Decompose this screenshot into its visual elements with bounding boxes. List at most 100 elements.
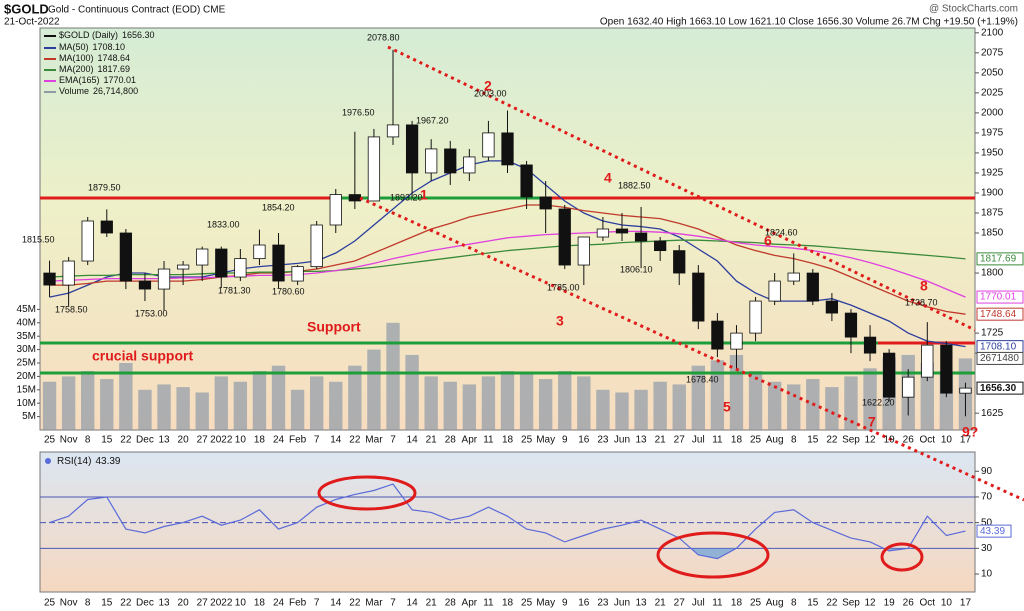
volume-bar	[748, 371, 763, 430]
value-label: 2671480	[980, 353, 1019, 364]
volume-bar	[558, 371, 572, 430]
legend-value: 1656.30	[122, 30, 155, 40]
volume-bar	[157, 384, 171, 430]
x-tick-label: 15	[101, 598, 113, 609]
x-tick-label: 11	[483, 598, 494, 609]
x-tick-label: Feb	[289, 435, 307, 446]
legend-name: MA(50)	[59, 42, 89, 52]
legend-entry: Volume 26,714,800	[59, 86, 138, 96]
x-tick-label: 24	[273, 435, 285, 446]
y-tick-label: 1950	[981, 148, 1004, 159]
x-tick-label: 11	[712, 598, 723, 609]
price-label: 1854.20	[262, 202, 295, 212]
volume-bar	[271, 365, 286, 430]
x-tick-label: 16	[578, 598, 590, 609]
wave-labels: 1 2 3 4 5 6 7 8 9?	[420, 78, 978, 440]
x-tick-label: 25	[750, 435, 762, 446]
volume-bar	[81, 371, 95, 430]
candle-body	[883, 352, 896, 398]
volume-bar	[519, 373, 534, 430]
wave-label: 8	[920, 278, 928, 294]
legend-entry: MA(200) 1817.69	[59, 64, 130, 74]
rsi-tick-label: 70	[981, 492, 993, 503]
x-tick-label: 28	[445, 435, 457, 446]
legend-name: $GOLD (Daily)	[59, 30, 118, 40]
x-tick-label: Nov	[60, 435, 78, 446]
y-tick-label: 1925	[981, 168, 1004, 179]
x-tick-label: 8	[85, 598, 91, 609]
wave-label: 7	[868, 414, 876, 430]
rsi-line	[49, 483, 966, 560]
candle-body	[119, 232, 132, 282]
volume-bar	[367, 349, 381, 430]
candle-body	[558, 208, 571, 266]
volume-bar	[863, 368, 877, 430]
x-tick-label: Dec	[136, 435, 154, 446]
candle-body	[405, 124, 419, 174]
candle-body	[902, 376, 915, 398]
candle-body	[730, 332, 743, 350]
legend-name: EMA(165)	[59, 75, 100, 85]
x-tick-label: 22	[826, 598, 838, 609]
volume-bar	[462, 384, 477, 430]
volume-tick-label: 30M	[17, 344, 36, 355]
x-tick-label: 20	[178, 598, 190, 609]
volume-bar	[500, 371, 515, 430]
volume-bar	[710, 360, 725, 430]
x-tick-label: 25	[44, 435, 56, 446]
x-tick-label: May	[536, 598, 555, 609]
wave-label: 3	[556, 313, 564, 329]
candle-body	[654, 240, 667, 252]
volume-tick-label: 35M	[17, 331, 36, 342]
x-tick-label: 14	[407, 435, 419, 446]
date: 21-Oct-2022	[4, 17, 60, 28]
candle-body	[234, 258, 247, 278]
y-tick-label: 1975	[981, 128, 1004, 139]
volume-tick-label: 15M	[17, 384, 36, 395]
candle-body	[81, 220, 94, 262]
candle-body	[329, 194, 342, 226]
rsi-panel	[39, 451, 976, 593]
volume-bar	[119, 363, 133, 430]
volume-tick-label: 5M	[22, 411, 36, 422]
volume-tick-label: 40M	[17, 317, 36, 328]
candle-body	[768, 280, 781, 302]
x-tick-label: Sep	[842, 435, 860, 446]
x-tick-label: 28	[445, 598, 457, 609]
y-tick-label: 2025	[981, 88, 1004, 99]
candle-body	[444, 148, 457, 174]
x-tick-label: 18	[731, 598, 743, 609]
price-label: 2003.00	[474, 88, 507, 98]
y-tick-label: 1625	[981, 408, 1004, 419]
x-tick-label: 25	[44, 598, 56, 609]
x-tick-label: 20	[178, 435, 190, 446]
candle-body	[711, 320, 724, 350]
x-tick-label: 7	[314, 598, 320, 609]
volume-bar	[538, 379, 553, 430]
x-tick-label: 2022	[210, 598, 233, 609]
wave-label: 2	[484, 78, 492, 94]
price-label: 1806.10	[620, 264, 653, 274]
price-label: 2078.80	[367, 32, 400, 42]
x-tick-label: May	[536, 435, 555, 446]
x-tick-label: 14	[330, 598, 342, 609]
volume-bar	[615, 392, 629, 430]
volume-bar	[405, 354, 419, 430]
candle-body	[425, 148, 438, 174]
candle-body	[806, 272, 819, 302]
price-label: 1780.60	[272, 286, 305, 296]
value-label: 1708.10	[980, 341, 1017, 352]
support-lines	[40, 196, 975, 375]
legend-name: Volume	[59, 86, 89, 96]
x-tick-label: 27	[197, 435, 209, 446]
price-label: 1781.30	[218, 285, 251, 295]
candle-body	[157, 268, 171, 290]
value-label: 1770.01	[980, 292, 1017, 303]
candle-body	[634, 232, 648, 242]
candle-body	[196, 248, 209, 266]
legend-value: 1817.69	[98, 64, 131, 74]
x-tick-label: 22	[120, 598, 132, 609]
x-tick-label: 10	[235, 598, 247, 609]
legend-entry: EMA(165) 1770.01	[59, 75, 136, 85]
